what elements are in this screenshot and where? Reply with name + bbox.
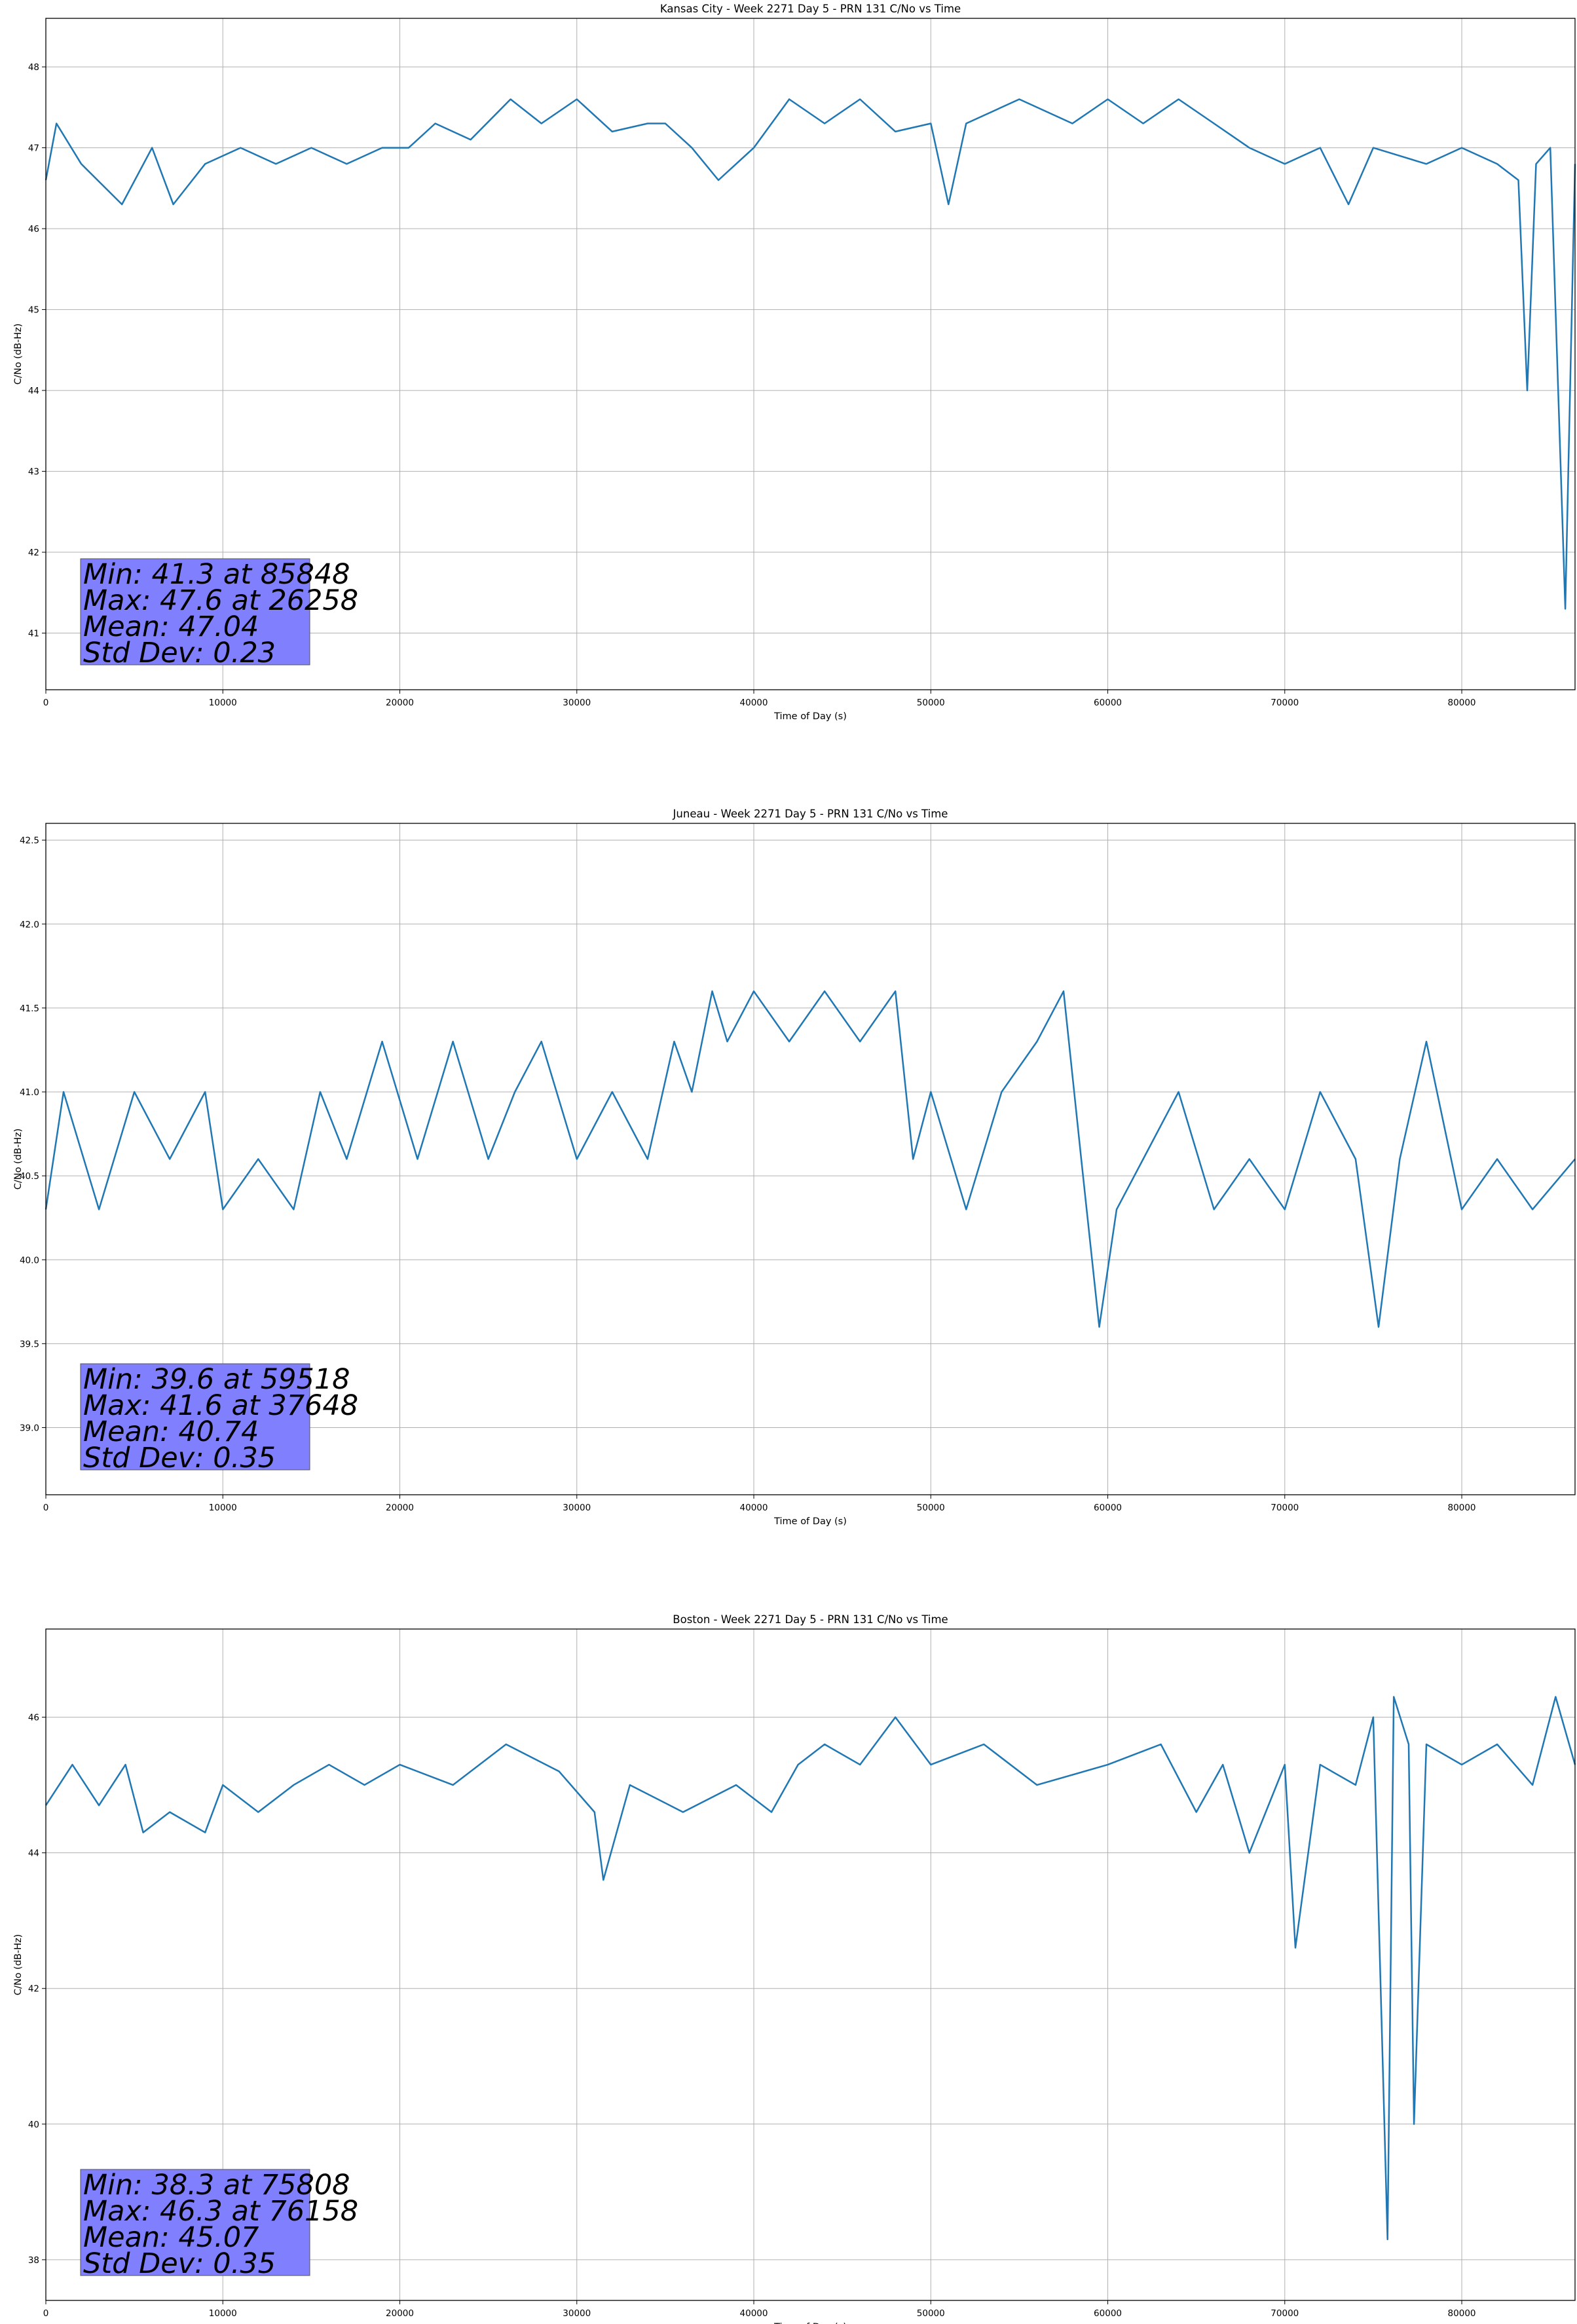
x-tick-label: 10000 [209,698,237,708]
series-line [45,990,1576,1328]
y-axis-label: C/No (dB-Hz) [13,1934,24,1996]
stats-box [80,2169,310,2276]
y-tick-label: 41 [28,629,39,639]
x-axis-label: Time of Day (s) [773,1516,847,1527]
axes-frame [45,823,1576,1495]
y-axis-label: C/No (dB-Hz) [13,1129,24,1190]
x-tick-label: 50000 [917,698,945,708]
stats-box [80,1363,310,1471]
y-tick-label: 48 [28,62,39,73]
chart-title: Juneau - Week 2271 Day 5 - PRN 131 C/No … [673,808,948,820]
y-tick-label: 38 [28,2255,39,2266]
y-tick-label: 40 [28,2120,39,2130]
series-line [45,98,1576,610]
chart-title: Boston - Week 2271 Day 5 - PRN 131 C/No … [673,1613,948,1626]
x-tick-label: 30000 [563,2308,591,2319]
x-tick-label: 0 [43,1503,49,1513]
x-tick-label: 80000 [1448,698,1476,708]
y-tick-label: 42 [28,548,39,558]
y-tick-label: 41.5 [20,1003,39,1014]
stats-line: Mean: 45.07 [83,2221,259,2254]
x-tick-label: 40000 [740,698,768,708]
axes-frame [45,1628,1576,2301]
y-tick-label: 46 [28,224,39,234]
x-tick-label: 70000 [1271,698,1299,708]
y-tick-label: 44 [28,386,39,396]
stats-box [80,558,310,665]
y-tick-label: 44 [28,1848,39,1859]
x-tick-label: 20000 [386,698,414,708]
chart-title: Kansas City - Week 2271 Day 5 - PRN 131 … [660,3,961,15]
x-tick-label: 60000 [1094,1503,1122,1513]
y-tick-label: 45 [28,305,39,316]
stats-line: Mean: 47.04 [83,610,259,643]
x-axis-label: Time of Day (s) [773,711,847,722]
stats-line: Max: 47.6 at 26258 [83,584,358,617]
x-axis-label: Time of Day (s) [773,2322,847,2324]
x-tick-label: 0 [43,698,49,708]
stats-line: Std Dev: 0.35 [83,1442,276,1474]
y-tick-label: 42 [28,1984,39,1995]
x-tick-label: 10000 [209,2308,237,2319]
x-tick-label: 50000 [917,2308,945,2319]
stats-line: Std Dev: 0.23 [83,637,276,669]
stats-line: Min: 41.3 at 85848 [83,558,350,591]
y-tick-label: 43 [28,467,39,478]
x-tick-label: 30000 [563,698,591,708]
x-tick-label: 0 [43,2308,49,2319]
x-tick-label: 70000 [1271,2308,1299,2319]
y-tick-label: 47 [28,143,39,154]
axes-frame [45,18,1576,690]
y-tick-label: 42.0 [20,920,39,930]
x-tick-label: 40000 [740,2308,768,2319]
subplot-3: 0 10000 20000 30000 40000 50000 60000 70000 8000… [13,1613,1576,2324]
x-tick-label: 40000 [740,1503,768,1513]
stats-line: Min: 39.6 at 59518 [83,1363,350,1396]
x-tick-label: 80000 [1448,1503,1476,1513]
x-tick-label: 70000 [1271,1503,1299,1513]
subplot-2: 0 10000 20000 30000 40000 50000 60000 70000 8000… [13,808,1576,1527]
stats-line: Mean: 40.74 [83,1415,259,1448]
y-tick-label: 39.5 [20,1339,39,1349]
y-tick-label: 39.0 [20,1423,39,1434]
y-tick-label: 40.0 [20,1255,39,1265]
series-line [45,1696,1576,2241]
y-tick-label: 40.5 [20,1171,39,1182]
stats-line: Min: 38.3 at 75808 [83,2169,350,2202]
x-tick-label: 10000 [209,1503,237,1513]
y-tick-label: 42.5 [20,836,39,846]
stats-line: Max: 46.3 at 76158 [83,2195,358,2228]
x-tick-label: 30000 [563,1503,591,1513]
x-tick-label: 60000 [1094,2308,1122,2319]
x-tick-label: 20000 [386,2308,414,2319]
x-tick-label: 80000 [1448,2308,1476,2319]
x-tick-label: 50000 [917,1503,945,1513]
stats-line: Std Dev: 0.35 [83,2247,276,2280]
y-axis-label: C/No (dB-Hz) [13,324,24,385]
x-tick-label: 20000 [386,1503,414,1513]
y-tick-label: 41.0 [20,1087,39,1098]
x-tick-label: 60000 [1094,698,1122,708]
y-tick-label: 46 [28,1713,39,1723]
subplot-1: 0 10000 20000 30000 40000 50000 60000 70000 8000… [13,3,1576,722]
stats-line: Max: 41.6 at 37648 [83,1389,358,1422]
